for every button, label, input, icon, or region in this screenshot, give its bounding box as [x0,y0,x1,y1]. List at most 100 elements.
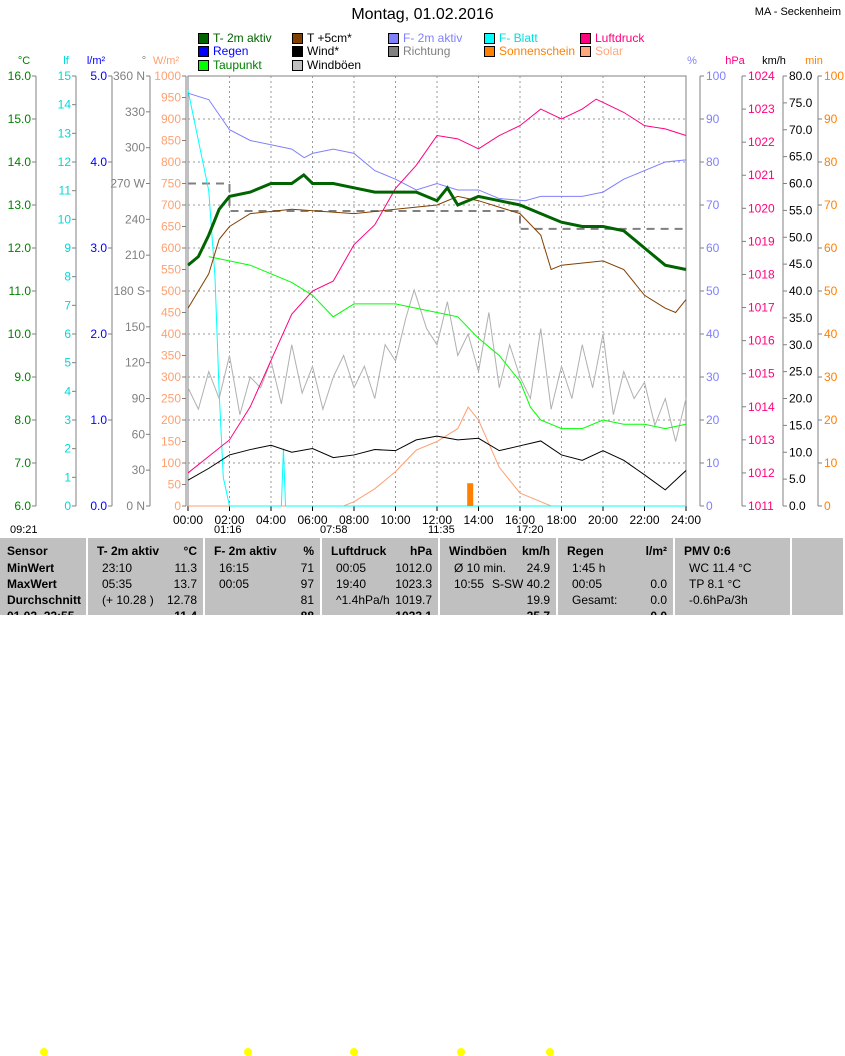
axis-tick-label: 75.0 [789,96,813,110]
series-taupunkt [208,256,687,430]
axis-tick-label: 60 [132,427,146,441]
table-header: Windböen km/h [0,544,845,560]
table-header: PMV 0:6 [0,544,845,560]
axis-tick-label: 750 [161,177,181,191]
x-tick-label: 14:00 [463,513,493,527]
table-column [794,538,845,615]
table-row: 00:05 97 [0,577,845,593]
series-t-5cm- [187,195,687,314]
axis-tick-label: 10 [706,456,720,470]
table-row: 11.4 [0,609,845,615]
row-label: 1:45 h [572,561,606,575]
axis-tick-label: 1018 [748,267,775,281]
axis-tick-label: 1012 [748,466,775,480]
axis-tick-label: 1013 [748,433,775,447]
axis-tick-label: 50 [706,284,720,298]
axis-tick-label: 25.0 [789,365,813,379]
axis-tick-label: 14.0 [8,155,32,169]
axis-tick-label: 1016 [748,334,775,348]
row-value: 0.0 [650,593,667,607]
axis-tick-label: 1.0 [90,413,107,427]
table-row: 0.0 [0,609,845,615]
table-header: Luftdruck hPa [0,544,845,560]
row-label: Durchschnitt [7,593,82,607]
axis-tick-label: 5.0 [789,472,806,486]
table-row: 1:45 h [0,561,845,577]
legend-swatch [198,59,209,71]
legend-item: Taupunkt [198,58,262,72]
row-label: WC 11.4 °C [689,561,752,575]
legend-label: Regen [213,44,249,58]
legend-swatch [292,45,303,57]
event-marker: 09:21 [10,524,48,1056]
axis-tick-label: 250 [161,392,181,406]
event-time: 01:16 [214,524,242,536]
axis-tick-label: 5.0 [90,69,107,83]
legend-label: Windböen [307,58,362,72]
row-value: 12.78 [166,593,197,607]
table-row [0,609,845,615]
row-label: Ø 10 min. [454,561,507,575]
axis-tick-label: 100 [706,69,726,83]
legend-label: Taupunkt [213,58,262,72]
row-value: 71 [300,561,314,575]
axis-tick-label: 90 [706,112,720,126]
legend-swatch [580,32,591,44]
column-title: T- 2m aktiv [97,544,160,558]
row-label: Gesamt: [572,593,618,607]
series-solar [188,406,686,507]
legend-item: Wind* [292,44,339,58]
legend-label: Sonnenschein [499,44,576,58]
row-value: 24.9 [526,561,550,575]
table-row: 81 [0,593,845,609]
table-header: F- 2m aktiv% [0,544,845,560]
legend-item: Sonnenschein [484,44,575,58]
axis-tick-label: 0 [64,499,71,513]
axis-tick-label: 10 [824,456,838,470]
legend-item: F- Blatt [484,31,538,45]
axis-tick-label: 1015 [748,367,775,381]
axis-unit-l: l/m² [87,55,106,67]
table-column [560,538,675,615]
row-label: MaxWert [7,577,57,591]
row-label: 00:05 [572,577,603,591]
axis-tick-label: 950 [161,91,181,105]
axis-tick-label: 400 [161,327,181,341]
table-row: 00:05 0.0 [0,577,845,593]
table-row: Gesamt: 0.0 [0,593,845,609]
axis-tick-label: 240 [125,212,145,226]
axis-tick-label: 14 [58,98,72,112]
legend-swatch [292,32,303,44]
axis-tick-label: 1023 [748,102,775,116]
axis-tick-label: 3.0 [90,241,107,255]
axis-tick-label: 330 [125,105,145,119]
axis-tick-label: 100 [161,456,181,470]
axis-tick-label: 100 [824,69,844,83]
axis-tick-label: 12.0 [8,241,32,255]
axis-tick-label: 180 S [114,284,145,298]
row-label: 01.02. 22:55 [7,609,74,615]
axis-tick-label: 40 [824,327,838,341]
axis-tick-label: 6 [64,327,71,341]
axis-tick-label: 150 [125,320,145,334]
row-value: 1023.1 [360,609,432,615]
axis-unit-deg: ° [142,55,146,67]
x-tick-label: 02:00 [214,513,244,527]
x-tick-label: 22:00 [629,513,659,527]
column-unit: % [303,544,314,558]
axis-tick-label: 16.0 [8,69,32,83]
axis-tick-label: 0.0 [90,499,107,513]
station-name: MA - Seckenheim [754,6,841,18]
axis-tick-label: 270 W [110,177,145,191]
table-row: 1023.1 [0,609,845,615]
legend-label: Luftdruck [595,31,645,45]
table-row: 16:15 71 [0,561,845,577]
axis-tick-label: 15 [58,69,72,83]
axis-tick-label: 20.0 [789,392,813,406]
legend-label: T +5cm* [307,31,352,45]
axis-tick-label: 150 [161,435,181,449]
axis-tick-label: 60.0 [789,177,813,191]
row-value: 1023.3 [395,577,432,591]
axis-tick-label: 0 N [126,499,145,513]
event-time: 11:35 [428,524,455,536]
